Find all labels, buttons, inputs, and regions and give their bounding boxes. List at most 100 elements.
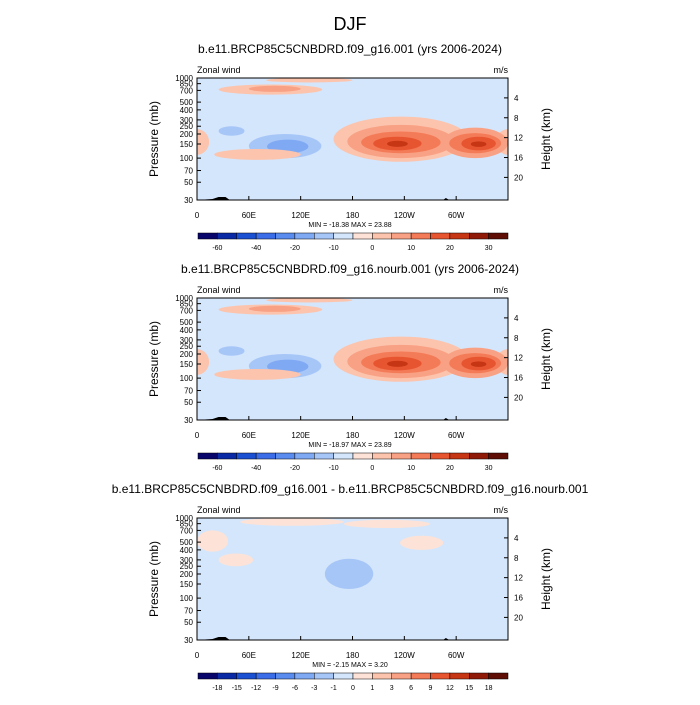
height-tick-label: 12 xyxy=(514,354,523,363)
height-tick-label: 12 xyxy=(514,134,523,143)
y-tick-label: 300 xyxy=(180,556,194,565)
colorbar-label: -9 xyxy=(272,685,278,692)
y-tick-label: 500 xyxy=(180,538,194,547)
y-tick-label: 850 xyxy=(180,300,194,309)
colorbar: -60 -40 -20 -10 0 10 20 30 xyxy=(197,232,509,252)
topography xyxy=(197,637,230,640)
y-tick-label: 250 xyxy=(180,562,194,571)
panel-title: b.e11.BRCP85C5CNBDRD.f09_g16.001 (yrs 20… xyxy=(198,42,502,56)
x-tick-label: 120W xyxy=(394,651,415,660)
contour-region xyxy=(248,305,301,312)
y-tick-label: 100 xyxy=(180,374,194,383)
colorbar-label: 10 xyxy=(407,245,415,252)
x-tick-label: 120W xyxy=(394,211,415,220)
colorbar-swatch xyxy=(391,672,412,680)
y-tick-label: 400 xyxy=(180,106,194,115)
height-tick-label: 4 xyxy=(514,314,519,323)
panel-title: b.e11.BRCP85C5CNBDRD.f09_g16.001 - b.e11… xyxy=(112,482,589,496)
colorbar-swatch xyxy=(449,232,470,240)
colorbar-label: -6 xyxy=(292,685,298,692)
colorbar-label: -60 xyxy=(212,465,222,472)
y-tick-label: 150 xyxy=(180,360,194,369)
panel-left-label: Zonal wind xyxy=(197,505,241,515)
y-tick-label: 700 xyxy=(180,306,194,315)
colorbar-swatch xyxy=(410,232,431,240)
height-tick-label: 4 xyxy=(514,534,519,543)
colorbar-label: 0 xyxy=(351,685,355,692)
y-axis-label-right: Height (km) xyxy=(539,108,553,170)
colorbar-swatch xyxy=(255,452,276,460)
x-tick-label: 0 xyxy=(195,431,200,440)
y-axis-label: Pressure (mb) xyxy=(147,101,161,177)
colorbar-label: 3 xyxy=(390,685,394,692)
contour-region xyxy=(240,518,344,526)
colorbar-swatch xyxy=(236,232,257,240)
colorbar-label: 12 xyxy=(446,685,454,692)
colorbar-swatch xyxy=(430,232,451,240)
colorbar-swatch xyxy=(217,232,237,240)
colorbar-swatch xyxy=(314,672,334,680)
panel-right-label: m/s xyxy=(494,285,509,295)
colorbar-swatch xyxy=(391,452,412,460)
colorbar-swatch xyxy=(372,672,392,680)
height-tick-label: 16 xyxy=(514,154,523,163)
contour-region xyxy=(218,126,245,136)
x-tick-label: 120W xyxy=(394,431,415,440)
colorbar-swatch xyxy=(449,672,470,680)
colorbar-label: -3 xyxy=(311,685,317,692)
height-tick-label: 8 xyxy=(514,334,519,343)
min-max-stats: MIN = -2.15 MAX = 3.20 xyxy=(312,662,388,669)
x-tick-label: 60W xyxy=(448,651,465,660)
colorbar: -18 -15 -12 -9 -6 -3 -1 0 1 3 6 9 12 15 18 xyxy=(197,672,509,692)
height-tick-label: 20 xyxy=(514,393,523,402)
height-tick-label: 16 xyxy=(514,374,523,383)
colorbar-swatch xyxy=(352,452,373,460)
colorbar-label: 6 xyxy=(409,685,413,692)
colorbar-swatch xyxy=(314,232,334,240)
y-tick-label: 300 xyxy=(180,336,194,345)
contour-field xyxy=(197,518,508,640)
height-tick-label: 12 xyxy=(514,574,523,583)
colorbar-swatch xyxy=(236,452,257,460)
y-tick-label: 200 xyxy=(180,130,194,139)
colorbar-swatch xyxy=(352,232,373,240)
y-tick-label: 250 xyxy=(180,342,194,351)
contour-region xyxy=(218,346,245,356)
contour-region xyxy=(470,141,487,147)
colorbar-swatch xyxy=(255,672,276,680)
y-tick-label: 400 xyxy=(180,326,194,335)
contour-region xyxy=(400,535,444,550)
panel-right-label: m/s xyxy=(494,65,509,75)
y-axis-label-right: Height (km) xyxy=(539,548,553,610)
contour-region xyxy=(214,368,301,380)
y-tick-label: 50 xyxy=(184,178,193,187)
colorbar-swatch xyxy=(275,232,296,240)
colorbar-swatch xyxy=(294,452,315,460)
colorbar: -60 -40 -20 -10 0 10 20 30 xyxy=(197,452,509,472)
y-tick-label: 70 xyxy=(184,387,193,396)
colorbar-swatch xyxy=(391,232,412,240)
colorbar-swatch xyxy=(294,232,315,240)
height-tick-label: 20 xyxy=(514,173,523,182)
y-tick-label: 30 xyxy=(184,416,193,425)
contour-region xyxy=(197,530,229,552)
colorbar-swatch xyxy=(294,672,315,680)
x-tick-label: 0 xyxy=(195,211,200,220)
colorbar-label: -15 xyxy=(232,685,242,692)
x-tick-label: 0 xyxy=(195,651,200,660)
colorbar-swatch xyxy=(410,672,431,680)
colorbar-swatch xyxy=(488,232,509,240)
height-tick-label: 20 xyxy=(514,613,523,622)
panel-left-label: Zonal wind xyxy=(197,65,241,75)
contour-region xyxy=(421,601,491,619)
panel-title: b.e11.BRCP85C5CNBDRD.f09_g16.nourb.001 (… xyxy=(181,262,519,276)
colorbar-label: 9 xyxy=(429,685,433,692)
y-tick-label: 200 xyxy=(180,350,194,359)
colorbar-label: -10 xyxy=(329,245,339,252)
colorbar-swatch xyxy=(275,452,296,460)
colorbar-label: -12 xyxy=(251,685,261,692)
panel-right-label: m/s xyxy=(494,505,509,515)
y-tick-label: 250 xyxy=(180,122,194,131)
x-tick-label: 60E xyxy=(242,211,256,220)
contour-region xyxy=(387,360,408,367)
